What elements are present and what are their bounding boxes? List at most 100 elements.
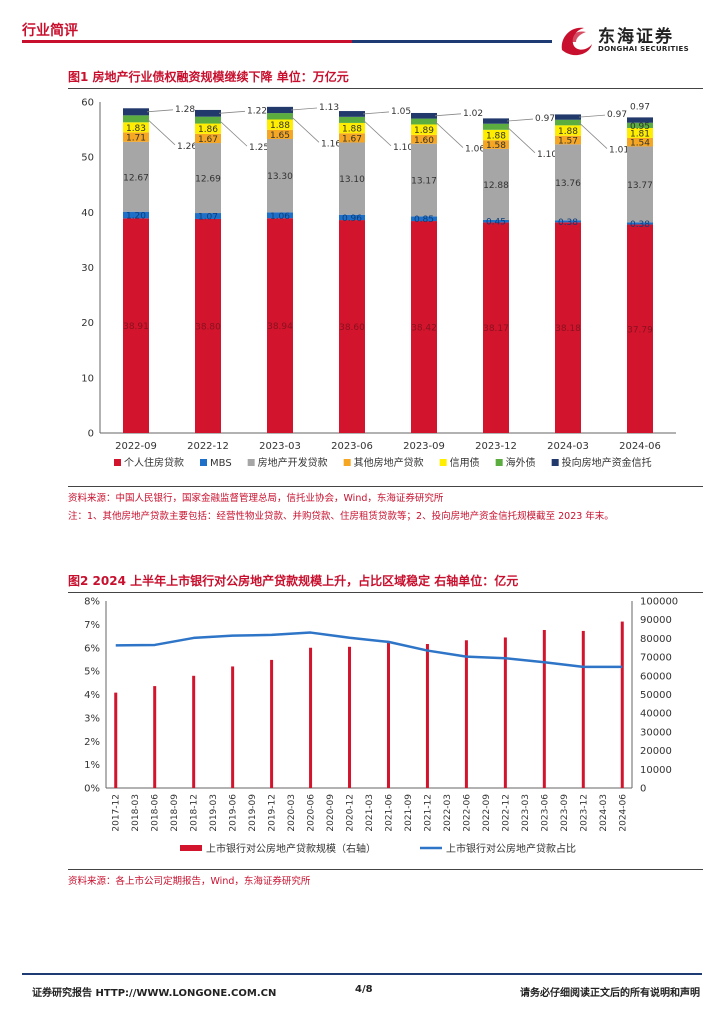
x-tick-label: 2022-09 bbox=[482, 794, 492, 832]
bar-segment bbox=[123, 122, 149, 133]
bar-segment bbox=[267, 129, 293, 139]
left-y-tick-label: 6% bbox=[84, 643, 100, 654]
data-label: 1.54 bbox=[630, 139, 650, 149]
data-label: 0.38 bbox=[630, 220, 650, 230]
data-label: 1.88 bbox=[342, 125, 362, 135]
bar-segment bbox=[411, 112, 437, 119]
leader-line bbox=[290, 115, 320, 143]
x-tick-label: 2022-12 bbox=[187, 441, 229, 452]
legend-label: 房地产开发贷款 bbox=[258, 456, 328, 469]
data-label: 12.67 bbox=[123, 173, 149, 183]
bar-segment bbox=[339, 116, 365, 123]
bar-segment bbox=[555, 144, 581, 221]
left-y-tick-label: 4% bbox=[84, 690, 100, 701]
x-tick-label: 2023-12 bbox=[579, 794, 589, 832]
bar-segment bbox=[411, 134, 437, 144]
header-rule-red bbox=[22, 40, 352, 43]
bar-segment bbox=[555, 125, 581, 136]
leader-line bbox=[506, 118, 534, 122]
x-tick-label: 2023-09 bbox=[560, 794, 570, 832]
x-tick-label: 2021-12 bbox=[423, 794, 433, 832]
data-label: 13.77 bbox=[627, 181, 653, 191]
leader-line bbox=[218, 110, 246, 114]
bar bbox=[542, 629, 546, 788]
bar bbox=[309, 647, 313, 788]
data-label: 38.18 bbox=[555, 324, 581, 334]
x-tick-label: 2018-09 bbox=[170, 794, 180, 832]
left-y-tick-label: 0% bbox=[84, 784, 100, 795]
bar-segment bbox=[627, 117, 653, 123]
data-label: 1.83 bbox=[126, 124, 146, 134]
y-tick-label: 60 bbox=[81, 98, 94, 109]
data-label: 0.97 bbox=[630, 102, 650, 112]
legend-label: 上市银行对公房地产贷款规模（右轴） bbox=[206, 842, 376, 855]
x-tick-label: 2019-09 bbox=[248, 794, 258, 832]
figure1-chart: 010203040506038.911.2012.671.711.831.261… bbox=[81, 98, 676, 469]
legend-label: 信用债 bbox=[450, 456, 480, 469]
x-tick-label: 2019-12 bbox=[268, 794, 278, 832]
y-tick-label: 40 bbox=[81, 208, 94, 219]
x-tick-label: 2019-03 bbox=[209, 794, 219, 832]
series-line bbox=[115, 631, 623, 669]
x-tick-label: 2024-06 bbox=[619, 441, 661, 452]
left-y-tick-label: 8% bbox=[84, 597, 100, 608]
leader-line bbox=[506, 126, 536, 154]
bar-segment bbox=[627, 224, 653, 433]
bar-segment bbox=[483, 219, 509, 223]
y-tick-label: 20 bbox=[81, 318, 94, 329]
leader-line bbox=[146, 118, 176, 146]
data-label: 1.10 bbox=[537, 150, 557, 160]
right-y-tick-label: 80000 bbox=[640, 634, 672, 645]
bar-segment bbox=[339, 220, 365, 433]
leader-line bbox=[362, 119, 392, 147]
right-y-tick-label: 60000 bbox=[640, 671, 672, 682]
x-tick-label: 2023-06 bbox=[540, 794, 550, 832]
data-label: 38.42 bbox=[411, 324, 437, 334]
leader-line bbox=[434, 121, 464, 148]
bar-segment bbox=[555, 119, 581, 126]
data-label: 0.45 bbox=[486, 218, 506, 228]
bar-segment bbox=[627, 137, 653, 147]
figure1-bottom-rule bbox=[68, 486, 703, 487]
bar-segment bbox=[411, 124, 437, 135]
data-label: 13.30 bbox=[267, 172, 293, 182]
bar bbox=[114, 692, 118, 788]
bar-segment bbox=[123, 141, 149, 212]
data-label: 0.96 bbox=[342, 214, 362, 224]
right-y-tick-label: 70000 bbox=[640, 653, 672, 664]
data-label: 12.88 bbox=[483, 181, 509, 191]
data-label: 1.06 bbox=[270, 212, 290, 222]
figure2-title: 图2 2024 上半年上市银行对公房地产贷款规模上升，占比区域稳定 右轴单位：亿… bbox=[68, 574, 519, 588]
x-tick-label: 2023-03 bbox=[521, 794, 531, 832]
bar bbox=[192, 675, 196, 788]
x-tick-label: 2018-06 bbox=[151, 794, 161, 832]
x-tick-label: 2022-03 bbox=[443, 794, 453, 832]
leader-line bbox=[218, 119, 248, 147]
data-label: 0.97 bbox=[607, 110, 627, 120]
leader-line bbox=[362, 111, 390, 115]
data-label: 1.28 bbox=[175, 105, 195, 115]
right-y-tick-label: 0 bbox=[640, 784, 646, 795]
x-tick-label: 2023-03 bbox=[259, 441, 301, 452]
data-label: 0.95 bbox=[630, 122, 650, 132]
bar bbox=[503, 637, 507, 788]
bar-segment bbox=[483, 222, 509, 433]
figure1-source: 资料来源：中国人民银行，国家金融监督管理总局，信托业协会，Wind，东海证券研究… bbox=[68, 493, 444, 504]
data-label: 1.89 bbox=[414, 126, 434, 136]
bar bbox=[153, 686, 157, 788]
bar-segment bbox=[267, 119, 293, 130]
x-tick-label: 2022-09 bbox=[115, 441, 157, 452]
data-label: 13.17 bbox=[411, 177, 437, 187]
data-label: 0.85 bbox=[414, 215, 434, 225]
data-label: 1.65 bbox=[270, 131, 290, 141]
bar-segment bbox=[627, 127, 653, 138]
bar bbox=[270, 659, 274, 788]
bar-segment bbox=[555, 220, 581, 223]
legend-swatch bbox=[343, 459, 351, 466]
leader-line bbox=[146, 109, 174, 113]
right-y-tick-label: 40000 bbox=[640, 709, 672, 720]
x-tick-label: 2018-12 bbox=[190, 794, 200, 832]
bar-segment bbox=[555, 135, 581, 145]
data-label: 1.16 bbox=[321, 139, 341, 149]
data-label: 1.13 bbox=[319, 103, 339, 113]
